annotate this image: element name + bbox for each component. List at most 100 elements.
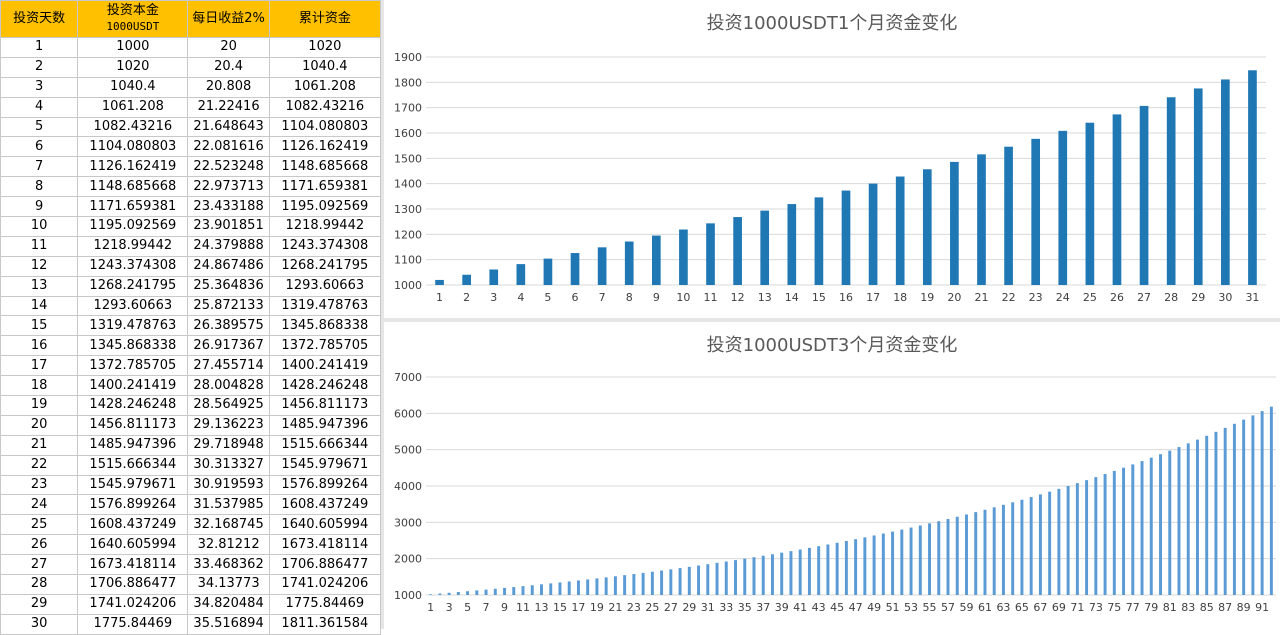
cell-cumulative[interactable]: 1640.605994	[268, 514, 382, 536]
cell-daily-return[interactable]: 20.808	[187, 76, 270, 98]
cell-daily-return[interactable]: 22.973713	[187, 176, 270, 198]
cell-principal[interactable]: 1104.080803	[77, 136, 189, 158]
chart-3-month[interactable]: 投资1000USDT3个月资金变化 1000 2000 3000 4000 5000 60…	[384, 322, 1280, 629]
cell-principal[interactable]: 1195.092569	[77, 216, 189, 237]
cell-day[interactable]: 5	[0, 116, 79, 138]
cell-cumulative[interactable]: 1082.43216	[268, 96, 382, 118]
cell-daily-return[interactable]: 26.389575	[187, 315, 270, 337]
cell-day[interactable]: 15	[0, 315, 79, 337]
cell-cumulative[interactable]: 1268.241795	[268, 255, 382, 277]
cell-cumulative[interactable]: 1545.979671	[268, 454, 382, 476]
cell-day[interactable]: 16	[0, 335, 79, 357]
cell-cumulative[interactable]: 1218.99442	[268, 216, 382, 237]
cell-cumulative[interactable]: 1775.84469	[268, 593, 382, 615]
cell-day[interactable]: 23	[0, 474, 79, 496]
cell-daily-return[interactable]: 32.81212	[187, 534, 270, 556]
cell-cumulative[interactable]: 1171.659381	[268, 176, 382, 198]
cell-principal[interactable]: 1061.208	[77, 96, 189, 118]
cell-principal[interactable]: 1775.84469	[77, 613, 189, 635]
cell-day[interactable]: 27	[0, 554, 79, 576]
cell-day[interactable]: 21	[0, 434, 79, 456]
cell-principal[interactable]: 1319.478763	[77, 315, 189, 337]
cell-principal[interactable]: 1148.685668	[77, 176, 189, 198]
cell-day[interactable]: 19	[0, 395, 79, 416]
cell-principal[interactable]: 1268.241795	[77, 275, 189, 297]
cell-principal[interactable]: 1400.241419	[77, 375, 189, 397]
cell-cumulative[interactable]: 1515.666344	[268, 434, 382, 456]
cell-daily-return[interactable]: 25.364836	[187, 275, 270, 297]
cell-cumulative[interactable]: 1126.162419	[268, 136, 382, 158]
cell-cumulative[interactable]: 1104.080803	[268, 116, 382, 138]
cell-cumulative[interactable]: 1485.947396	[268, 414, 382, 436]
cell-principal[interactable]: 1741.024206	[77, 593, 189, 615]
cell-daily-return[interactable]: 27.455714	[187, 355, 270, 377]
cell-day[interactable]: 2	[0, 56, 79, 78]
cell-daily-return[interactable]: 32.168745	[187, 514, 270, 536]
cell-daily-return[interactable]: 21.22416	[187, 96, 270, 118]
cell-cumulative[interactable]: 1243.374308	[268, 235, 382, 257]
cell-daily-return[interactable]: 28.564925	[187, 395, 270, 416]
cell-cumulative[interactable]: 1345.868338	[268, 315, 382, 337]
cell-principal[interactable]: 1372.785705	[77, 355, 189, 377]
header-principal[interactable]: 投资本金 1000USDT	[77, 0, 189, 38]
cell-day[interactable]: 24	[0, 494, 79, 516]
header-daily-return[interactable]: 每日收益2%	[187, 0, 270, 38]
cell-daily-return[interactable]: 23.901851	[187, 216, 270, 237]
cell-principal[interactable]: 1673.418114	[77, 554, 189, 576]
cell-cumulative[interactable]: 1456.811173	[268, 395, 382, 416]
cell-daily-return[interactable]: 25.872133	[187, 295, 270, 317]
cell-day[interactable]: 7	[0, 156, 79, 178]
cell-cumulative[interactable]: 1319.478763	[268, 295, 382, 317]
header-days[interactable]: 投资天数	[0, 0, 79, 38]
cell-cumulative[interactable]: 1706.886477	[268, 554, 382, 576]
cell-daily-return[interactable]: 23.433188	[187, 196, 270, 218]
cell-principal[interactable]: 1515.666344	[77, 454, 189, 476]
cell-day[interactable]: 30	[0, 613, 79, 635]
cell-daily-return[interactable]: 22.081616	[187, 136, 270, 158]
cell-day[interactable]: 10	[0, 216, 79, 237]
cell-principal[interactable]: 1000	[77, 37, 189, 58]
cell-daily-return[interactable]: 24.379888	[187, 235, 270, 257]
cell-daily-return[interactable]: 30.313327	[187, 454, 270, 476]
cell-day[interactable]: 9	[0, 196, 79, 218]
cell-day[interactable]: 26	[0, 534, 79, 556]
cell-daily-return[interactable]: 28.004828	[187, 375, 270, 397]
cell-daily-return[interactable]: 34.820484	[187, 593, 270, 615]
cell-cumulative[interactable]: 1400.241419	[268, 355, 382, 377]
cell-principal[interactable]: 1706.886477	[77, 574, 189, 595]
cell-daily-return[interactable]: 33.468362	[187, 554, 270, 576]
cell-day[interactable]: 18	[0, 375, 79, 397]
cell-principal[interactable]: 1243.374308	[77, 255, 189, 277]
cell-cumulative[interactable]: 1293.60663	[268, 275, 382, 297]
cell-daily-return[interactable]: 22.523248	[187, 156, 270, 178]
cell-cumulative[interactable]: 1811.361584	[268, 613, 382, 635]
cell-principal[interactable]: 1456.811173	[77, 414, 189, 436]
cell-day[interactable]: 8	[0, 176, 79, 198]
cell-daily-return[interactable]: 24.867486	[187, 255, 270, 277]
cell-daily-return[interactable]: 20	[187, 37, 270, 58]
cell-principal[interactable]: 1608.437249	[77, 514, 189, 536]
cell-cumulative[interactable]: 1195.092569	[268, 196, 382, 218]
cell-cumulative[interactable]: 1061.208	[268, 76, 382, 98]
cell-daily-return[interactable]: 31.537985	[187, 494, 270, 516]
cell-principal[interactable]: 1040.4	[77, 76, 189, 98]
cell-cumulative[interactable]: 1741.024206	[268, 574, 382, 595]
cell-day[interactable]: 25	[0, 514, 79, 536]
cell-principal[interactable]: 1020	[77, 56, 189, 78]
cell-daily-return[interactable]: 30.919593	[187, 474, 270, 496]
cell-principal[interactable]: 1576.899264	[77, 494, 189, 516]
cell-day[interactable]: 1	[0, 37, 79, 58]
cell-cumulative[interactable]: 1428.246248	[268, 375, 382, 397]
cell-principal[interactable]: 1082.43216	[77, 116, 189, 138]
cell-daily-return[interactable]: 20.4	[187, 56, 270, 78]
cell-principal[interactable]: 1218.99442	[77, 235, 189, 257]
cell-daily-return[interactable]: 34.13773	[187, 574, 270, 595]
cell-daily-return[interactable]: 21.648643	[187, 116, 270, 138]
cell-cumulative[interactable]: 1608.437249	[268, 494, 382, 516]
header-cumulative[interactable]: 累计资金	[268, 0, 382, 38]
cell-day[interactable]: 14	[0, 295, 79, 317]
cell-principal[interactable]: 1428.246248	[77, 395, 189, 416]
cell-cumulative[interactable]: 1576.899264	[268, 474, 382, 496]
cell-principal[interactable]: 1171.659381	[77, 196, 189, 218]
cell-cumulative[interactable]: 1372.785705	[268, 335, 382, 357]
